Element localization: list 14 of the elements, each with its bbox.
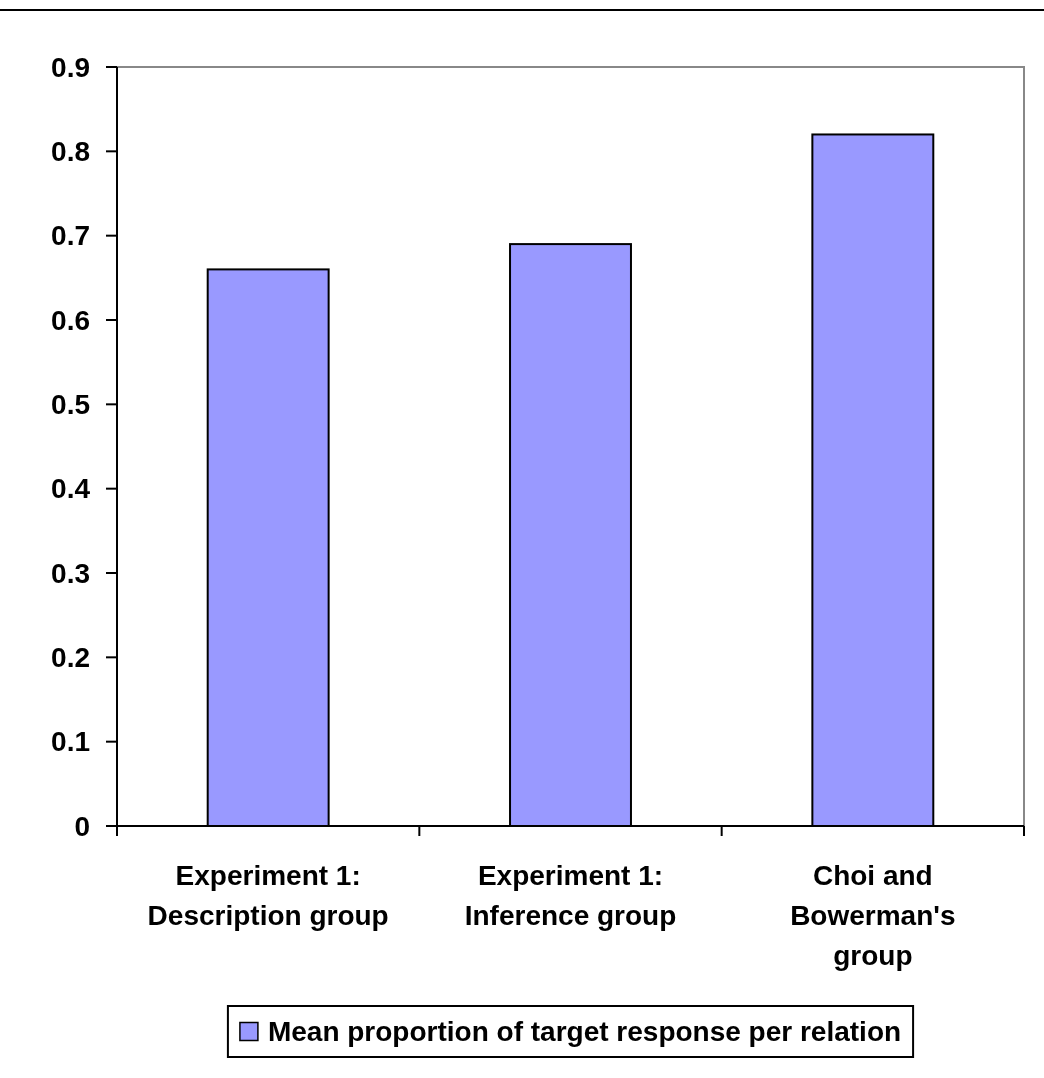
- y-tick-label: 0.4: [51, 473, 91, 505]
- y-tick-label: 0.5: [51, 388, 90, 420]
- y-tick-label: 0: [74, 810, 90, 842]
- y-tick-label: 0.3: [51, 557, 90, 589]
- y-tick-label: 0.9: [51, 51, 90, 83]
- y-tick-label: 0.6: [51, 304, 90, 336]
- x-tick-label: Experiment 1: Inference group: [464, 860, 677, 931]
- x-tick-label: Choi and Bowerman's group: [790, 860, 956, 971]
- y-tick-label: 0.7: [51, 220, 90, 252]
- y-tick-label: 0.8: [51, 135, 90, 167]
- y-tick-label: 0.1: [51, 726, 90, 758]
- legend-label: Mean proportion of target response per relation: [267, 1016, 902, 1047]
- y-tick-label: 0.2: [51, 641, 90, 673]
- x-tick-label: Experiment 1: Description group: [147, 860, 389, 931]
